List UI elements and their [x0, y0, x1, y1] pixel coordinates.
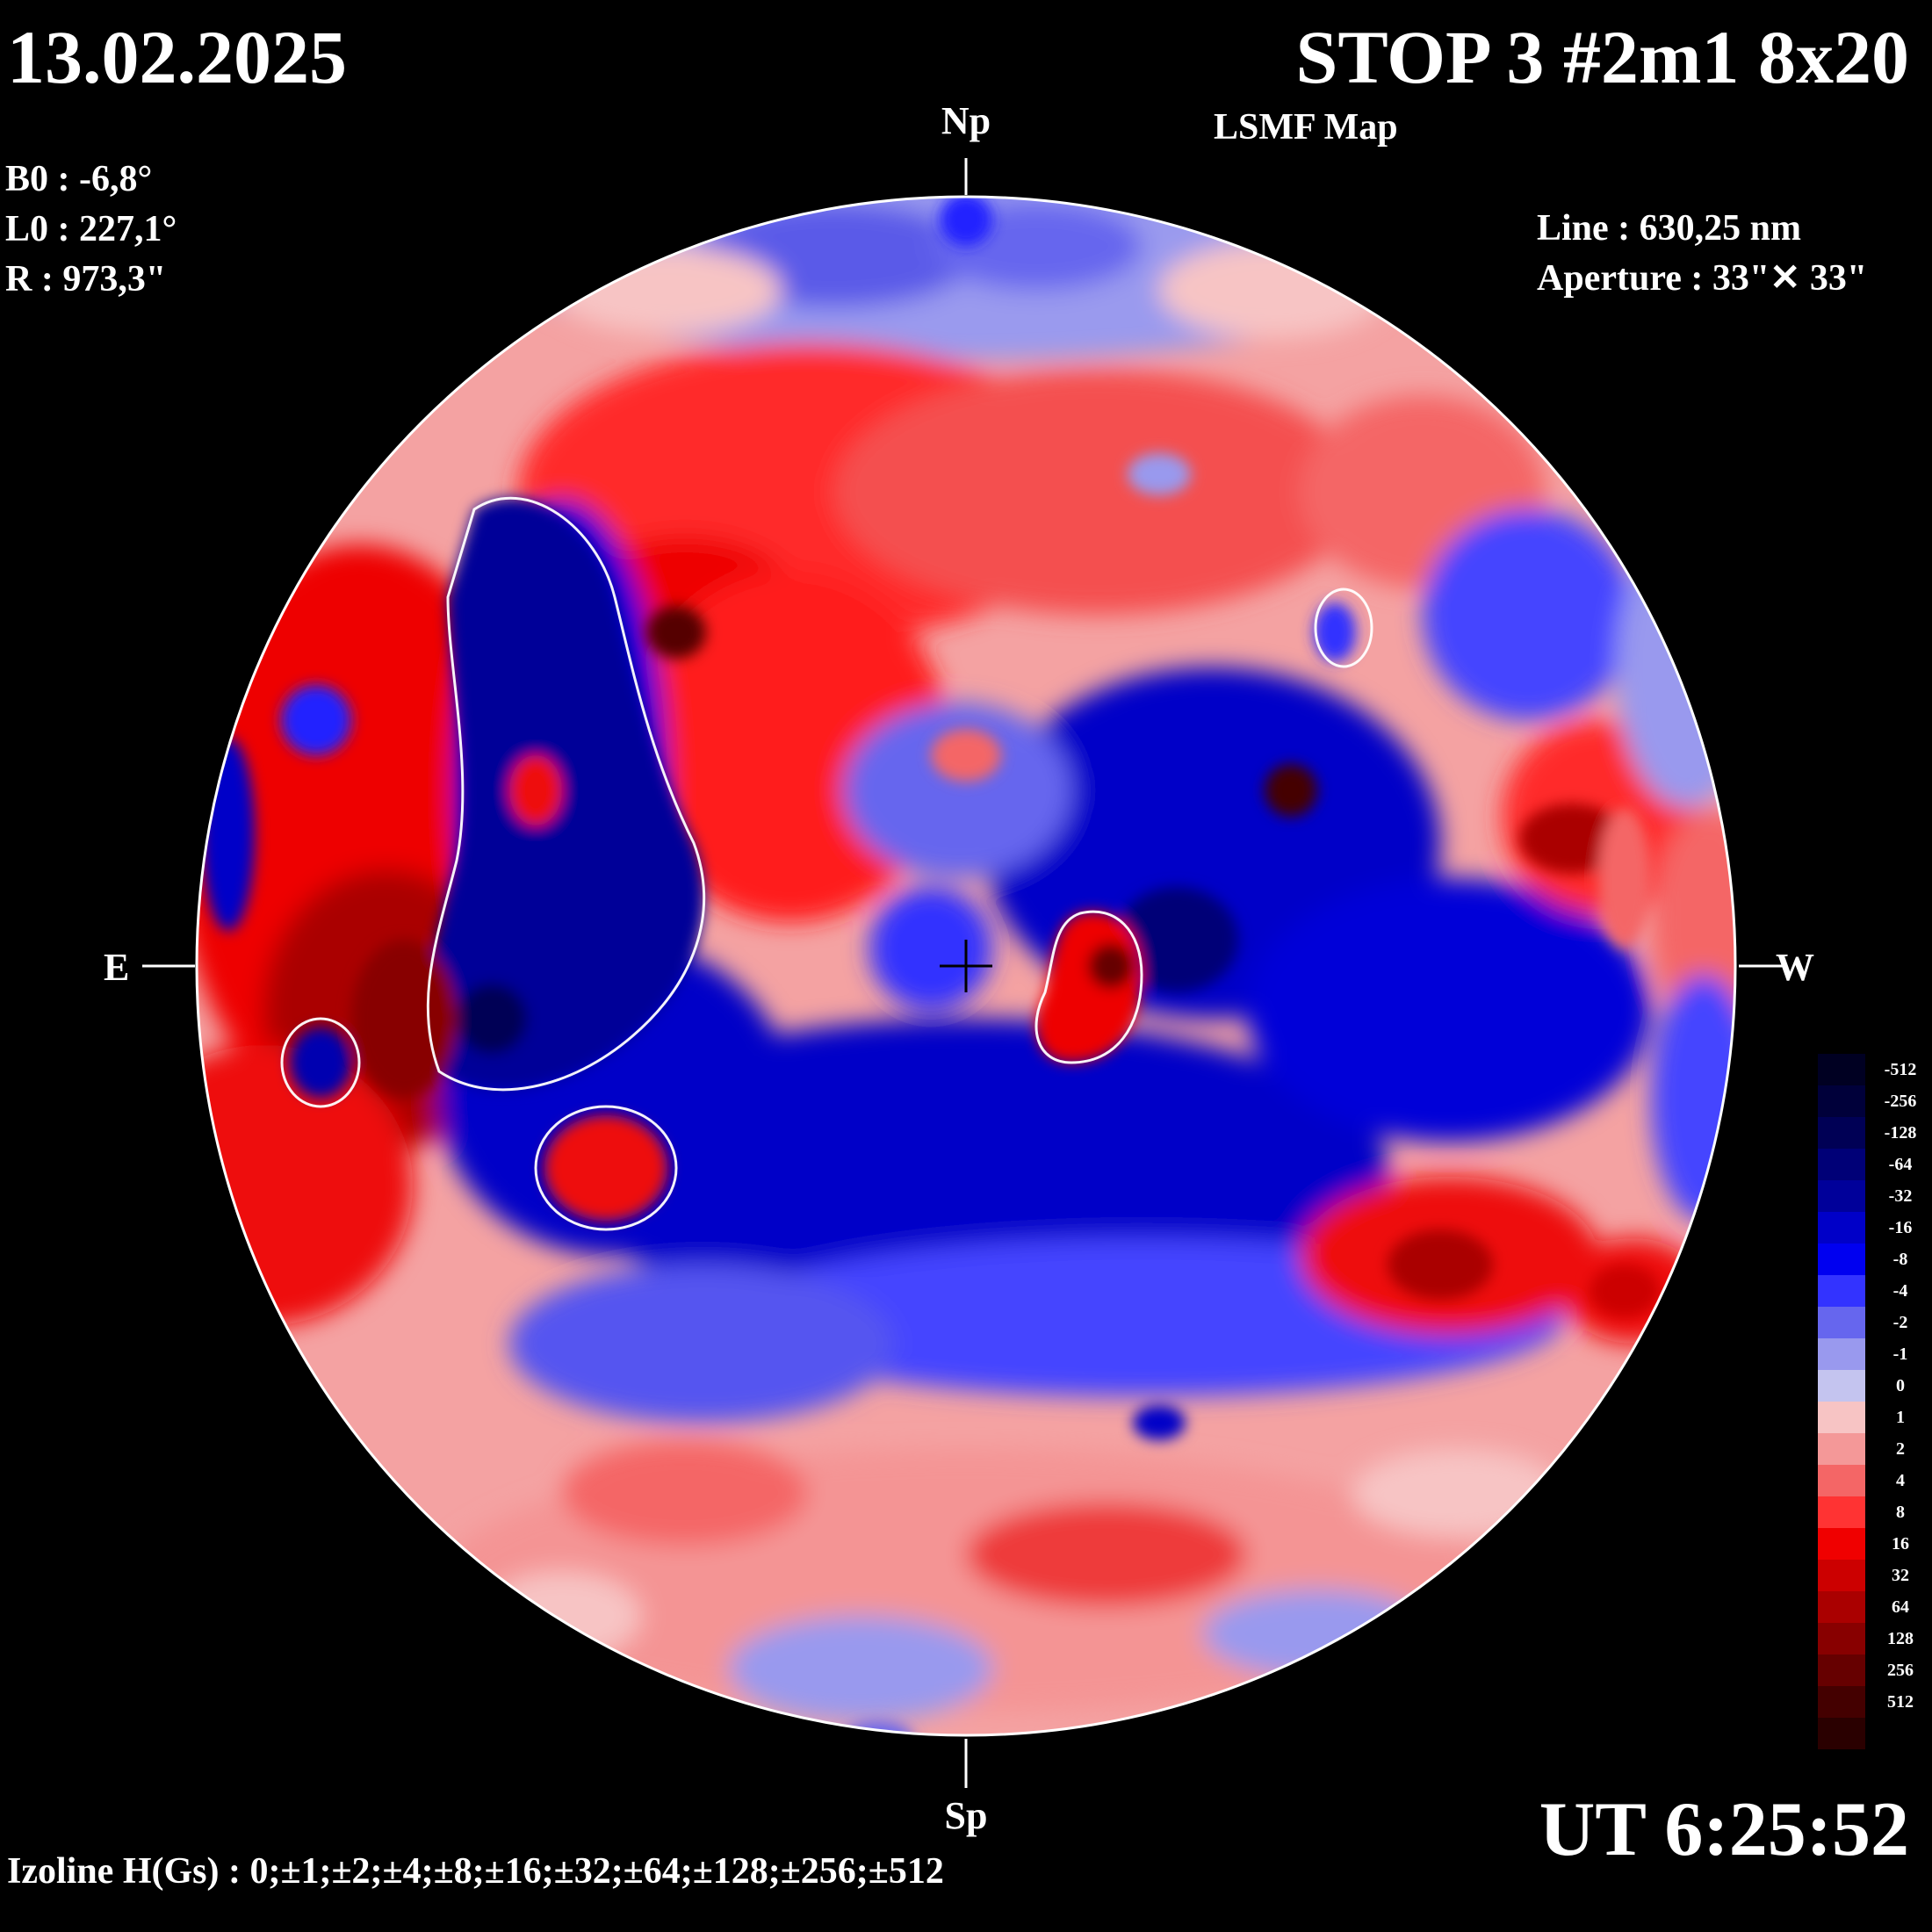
legend-entry: 512 — [1818, 1686, 1932, 1718]
legend-swatch — [1818, 1212, 1865, 1244]
legend-label: 8 — [1896, 1503, 1905, 1522]
param-radius: R : 973,3" — [5, 259, 167, 299]
legend-swatch — [1818, 1718, 1865, 1749]
observation-time: UT 6:25:52 — [1539, 1787, 1909, 1872]
legend-label: 1 — [1896, 1408, 1905, 1427]
legend-swatch — [1818, 1275, 1865, 1307]
legend-swatch — [1818, 1149, 1865, 1180]
legend-entry: 128 — [1818, 1623, 1932, 1654]
legend-entry: -8 — [1818, 1244, 1932, 1275]
legend-swatch — [1818, 1402, 1865, 1433]
east-label: E — [104, 946, 130, 989]
map-subtitle: LSMF Map — [1214, 107, 1398, 148]
legend-swatch — [1818, 1370, 1865, 1402]
legend-label: 32 — [1892, 1566, 1909, 1585]
legend-label: -16 — [1888, 1218, 1913, 1237]
legend-entry: -256 — [1818, 1085, 1932, 1117]
legend-swatch — [1818, 1623, 1865, 1654]
legend-entry: 256 — [1818, 1654, 1932, 1686]
north-pole-label: Np — [941, 99, 991, 142]
param-b0: B0 : -6,8° — [5, 159, 153, 199]
legend-swatch — [1818, 1180, 1865, 1212]
field-strength-legend: -512 -256 -128 -64 -32 -16 -8 -4 -2 -1 0 1 2 4 8 16 32 64… — [1818, 1054, 1932, 1756]
legend-swatch — [1818, 1560, 1865, 1591]
legend-swatch — [1818, 1591, 1865, 1623]
legend-entry: -2 — [1818, 1307, 1932, 1338]
solar-parameters: B0 : -6,8° L0 : 227,1° R : 973,3" — [5, 155, 177, 305]
legend-entry: -64 — [1818, 1149, 1932, 1180]
observation-info: Line : 630,25 nm Aperture : 33"✕ 33" — [1537, 204, 1867, 304]
legend-label: -128 — [1884, 1123, 1917, 1143]
legend-label: -256 — [1884, 1092, 1917, 1111]
legend-label: -8 — [1892, 1250, 1908, 1269]
legend-swatch — [1818, 1085, 1865, 1117]
south-pole-label: Sp — [944, 1794, 988, 1837]
legend-label: -2 — [1892, 1313, 1908, 1332]
legend-entry: -128 — [1818, 1117, 1932, 1149]
aperture: Aperture : 33"✕ 33" — [1537, 258, 1868, 299]
legend-label: 512 — [1887, 1692, 1914, 1712]
legend-swatch — [1818, 1496, 1865, 1528]
spectral-line: Line : 630,25 nm — [1537, 208, 1802, 249]
legend-label: 16 — [1892, 1534, 1909, 1554]
legend-label: -512 — [1884, 1060, 1917, 1079]
legend-entry: 64 — [1818, 1591, 1932, 1623]
legend-label: 64 — [1892, 1597, 1909, 1617]
solar-disc — [197, 197, 1735, 1735]
legend-swatch — [1818, 1117, 1865, 1149]
param-l0: L0 : 227,1° — [5, 209, 177, 249]
legend-entry: 16 — [1818, 1528, 1932, 1560]
legend-swatch — [1818, 1528, 1865, 1560]
legend-entry: 32 — [1818, 1560, 1932, 1591]
legend-entry: 1 — [1818, 1402, 1932, 1433]
legend-label: -4 — [1892, 1281, 1908, 1301]
map-title: STOP 3 #2m1 8x20 — [1295, 15, 1909, 99]
legend-swatch — [1818, 1338, 1865, 1370]
legend-entry: -32 — [1818, 1180, 1932, 1212]
west-label: W — [1776, 946, 1814, 989]
legend-swatch — [1818, 1465, 1865, 1496]
legend-swatch — [1818, 1686, 1865, 1718]
legend-label: 256 — [1887, 1661, 1914, 1680]
center-crosshair — [940, 940, 992, 992]
legend-swatch — [1818, 1054, 1865, 1085]
legend-entry: 4 — [1818, 1465, 1932, 1496]
legend-label: -32 — [1888, 1186, 1913, 1206]
legend-label: 0 — [1896, 1376, 1905, 1395]
legend-entry — [1818, 1718, 1932, 1749]
legend-entry: -16 — [1818, 1212, 1932, 1244]
legend-swatch — [1818, 1244, 1865, 1275]
legend-label: -64 — [1888, 1155, 1913, 1174]
legend-swatch — [1818, 1654, 1865, 1686]
legend-label: 128 — [1887, 1629, 1914, 1648]
legend-entry: 2 — [1818, 1433, 1932, 1465]
legend-label: 4 — [1896, 1471, 1905, 1490]
legend-entry: -1 — [1818, 1338, 1932, 1370]
legend-label: -1 — [1892, 1344, 1908, 1364]
legend-swatch — [1818, 1433, 1865, 1465]
legend-entry: 8 — [1818, 1496, 1932, 1528]
legend-label — [1872, 1718, 1928, 1749]
legend-swatch — [1818, 1307, 1865, 1338]
legend-entry: 0 — [1818, 1370, 1932, 1402]
legend-entry: -512 — [1818, 1054, 1932, 1085]
observation-date: 13.02.2025 — [7, 15, 347, 99]
isoline-levels: Izoline H(Gs) : 0;±1;±2;±4;±8;±16;±32;±6… — [7, 1851, 944, 1892]
legend-entry: -4 — [1818, 1275, 1932, 1307]
legend-label: 2 — [1896, 1439, 1905, 1459]
